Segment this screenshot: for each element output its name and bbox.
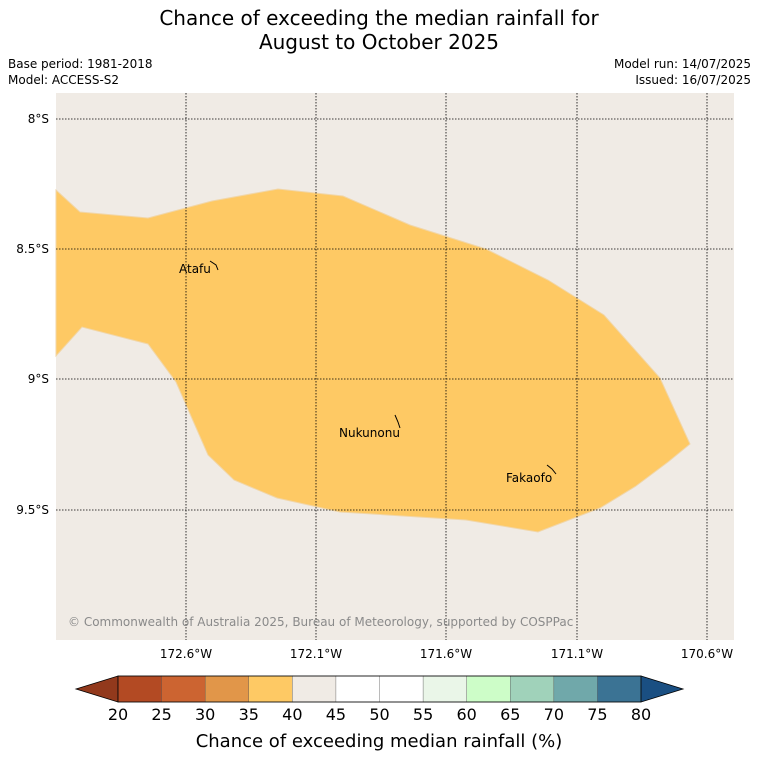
place-label-fakaofo: Fakaofo: [506, 471, 552, 485]
atafu-atoll: [209, 260, 219, 271]
colorbar-ticks: 20 25 30 35 40 45 50 55 60 65 70 75 80: [108, 705, 651, 724]
colorbar-tick-40: 40: [282, 705, 302, 724]
colorbar-segment-75-80: [597, 675, 642, 703]
meta-right: Model run: 14/07/2025 Issued: 16/07/2025: [614, 56, 751, 88]
forecast-region-35-40: [55, 188, 691, 533]
colorbar-tick-55: 55: [413, 705, 433, 724]
lon-label-172-6w: 172.6°W: [160, 647, 212, 661]
model-run: Model run: 14/07/2025: [613, 57, 751, 71]
issued-date: Issued: 16/07/2025: [635, 73, 751, 87]
title-line-1: Chance of exceeding the median rainfall …: [159, 6, 599, 30]
title-line-2: August to October 2025: [258, 30, 500, 54]
colorbar-segment-40-45: [292, 675, 337, 703]
colorbar-segment-35-40: [248, 675, 293, 703]
colorbar-tick-30: 30: [195, 705, 215, 724]
colorbar-tick-70: 70: [544, 705, 564, 724]
colorbar-tick-80: 80: [631, 705, 651, 724]
colorbar-segment-50-55: [379, 675, 424, 703]
colorbar-segment-45-50: [335, 675, 380, 703]
colorbar-tick-60: 60: [456, 705, 476, 724]
colorbar-tick-25: 25: [151, 705, 171, 724]
colorbar-segment-20-25: [117, 675, 163, 703]
longitude-labels: 172.6°W 172.1°W 171.6°W 171.1°W 170.6°W: [160, 647, 733, 661]
meta-left: Base period: 1981-2018 Model: ACCESS-S2: [8, 56, 153, 88]
place-label-nukunonu: Nukunonu: [339, 426, 400, 440]
colorbar-over-triangle: [640, 675, 685, 703]
fakaofo-atoll: [546, 464, 557, 475]
colorbar-segments: [117, 675, 642, 703]
colorbar-outline: [117, 675, 642, 703]
colorbar-tick-75: 75: [587, 705, 607, 724]
atoll-shapes: [209, 260, 557, 475]
colorbar-tick-35: 35: [239, 705, 259, 724]
colorbar-under-triangle: [74, 675, 119, 703]
lon-label-172-1w: 172.1°W: [290, 647, 342, 661]
lat-label-8s: 8°S: [28, 112, 49, 126]
gridlines: [56, 93, 734, 640]
lon-label-171-6w: 171.6°W: [420, 647, 472, 661]
nukunonu-atoll: [394, 414, 401, 429]
map-panel: Atafu Nukunonu Fakaofo © Commonwealth of…: [55, 93, 734, 640]
colorbar-tick-65: 65: [500, 705, 520, 724]
lat-label-9s: 9°S: [28, 372, 49, 386]
lat-label-9-5s: 9.5°S: [16, 503, 49, 517]
colorbar-segment-55-60: [422, 675, 468, 703]
lon-label-170-6w: 170.6°W: [681, 647, 733, 661]
model-name: Model: ACCESS-S2: [8, 73, 120, 87]
copyright-notice: © Commonwealth of Australia 2025, Bureau…: [68, 615, 573, 629]
colorbar-tick-20: 20: [108, 705, 128, 724]
colorbar-segment-65-70: [510, 675, 555, 703]
latitude-labels: 8°S 8.5°S 9°S 9.5°S: [16, 112, 49, 517]
colorbar-tick-50: 50: [369, 705, 389, 724]
lat-label-8-5s: 8.5°S: [16, 242, 49, 256]
colorbar-tick-45: 45: [326, 705, 346, 724]
colorbar-segment-30-35: [204, 675, 250, 703]
colorbar-segment-25-30: [161, 675, 206, 703]
colorbar-title: Chance of exceeding median rainfall (%): [196, 731, 563, 752]
base-period: Base period: 1981-2018: [8, 57, 153, 71]
place-label-atafu: Atafu: [179, 262, 211, 276]
colorbar-segment-70-75: [553, 675, 598, 703]
lon-label-171-1w: 171.1°W: [551, 647, 603, 661]
colorbar-segment-60-65: [466, 675, 511, 703]
map-title: Chance of exceeding the median rainfall …: [0, 6, 758, 54]
colorbar: 20 25 30 35 40 45 50 55 60 65 70 75 80 Chance of exc…: [74, 675, 685, 752]
